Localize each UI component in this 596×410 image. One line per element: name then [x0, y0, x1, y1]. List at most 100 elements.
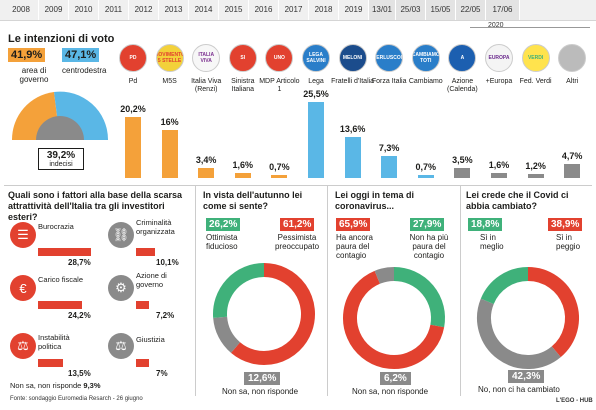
factor-icon: ⛓	[108, 222, 134, 248]
corona-b-label: Non ha più paura del contagio	[409, 233, 449, 260]
donut-segment	[213, 263, 265, 318]
party-logo-icon: UNO	[265, 44, 294, 72]
area-governo-pct: 41,9%	[8, 48, 46, 62]
factor-label: Criminalità organizzata	[136, 218, 175, 236]
party-logo-icon: SI	[228, 44, 257, 72]
factors-nonsa-label: Non sa, non risponde	[10, 381, 82, 390]
party-bar-value: 25,5%	[303, 88, 329, 99]
party-bar-value: 13,6%	[339, 124, 366, 135]
party-name: Forza Italia	[371, 78, 407, 85]
party-bar-value: 1,6%	[488, 160, 510, 171]
autumn-nonsa-label: Non sa, non risponde	[222, 387, 299, 396]
party-name: Pd	[128, 78, 138, 85]
party-bar-value: 4,7%	[561, 150, 583, 161]
timeline-item: 15/05	[426, 0, 456, 20]
covid-a-pct: 18,8%	[468, 218, 503, 231]
timeline-item: 2014	[189, 0, 219, 20]
covid-b-pct: 38,9%	[548, 218, 583, 231]
party-bar	[161, 130, 178, 178]
factor-label: Giustizia	[136, 335, 165, 344]
autumn-b-pct: 61,2%	[280, 218, 315, 231]
timeline-item: 2018	[309, 0, 339, 20]
party-logo-icon: CAMBIAMO TOTI	[411, 44, 440, 72]
factor-bar	[136, 248, 155, 256]
factor-value: 28,7%	[68, 258, 91, 267]
party-name: Altri	[566, 78, 579, 85]
party-bar	[564, 163, 581, 178]
party-bar-value: 0,7%	[415, 162, 437, 172]
factor-value: 7,2%	[156, 311, 175, 320]
party-name: Cambiamo	[408, 78, 443, 85]
covid-a-label: Sì in meglio	[480, 233, 504, 251]
area-governo-label: area di governo	[19, 66, 49, 84]
party-logo-icon: PD	[119, 44, 147, 72]
timeline-item: 17/06	[486, 0, 520, 20]
factor-value: 13,5%	[68, 369, 91, 378]
factors-nonsa-value: 9,3%	[83, 381, 101, 390]
party-bar-value: 3,4%	[195, 154, 217, 165]
timeline-item: 2013	[159, 0, 189, 20]
party-name: Fed. Verdi	[519, 78, 552, 85]
party-bar	[381, 156, 398, 178]
timeline-divider	[470, 27, 590, 28]
factor-icon: ⚙	[108, 275, 134, 301]
factor-value: 7%	[156, 369, 168, 378]
factor-icon: ⚖	[10, 333, 36, 359]
coalition-half-pie	[11, 91, 109, 140]
factor-value: 10,1%	[156, 258, 179, 267]
factor-label: Azione di governo	[136, 271, 167, 289]
voting-title: Le intenzioni di voto	[8, 33, 115, 45]
party-bar-value: 1,2%	[525, 161, 546, 172]
centrodestra-label: centrodestra	[62, 66, 107, 75]
factor-icon: ☰	[10, 222, 36, 248]
timeline-item: 2019	[339, 0, 369, 20]
party-logo-icon: MOVIMENTO 5 STELLE	[155, 44, 184, 72]
donut-segment	[231, 263, 315, 365]
factor-label: Instabilità politica	[38, 333, 70, 351]
party-bar	[491, 173, 507, 178]
donut-segment	[527, 267, 579, 358]
autumn-a-pct: 26,2%	[206, 218, 241, 231]
party-bar	[198, 167, 215, 178]
party-bar	[344, 137, 361, 178]
factor-label: Carico fiscale	[38, 275, 84, 284]
party-bar-value: 20,2%	[120, 104, 146, 115]
factors-nonsa: Non sa, non risponde 9,3%	[10, 381, 101, 391]
donut-segment	[343, 270, 445, 369]
party-bar	[527, 174, 544, 178]
covid-nonsa-pct: 42,3%	[508, 370, 545, 383]
party-bar-value: 16%	[160, 117, 179, 127]
donut-segment	[213, 316, 241, 353]
undecided-label: indecisi	[49, 161, 73, 168]
timeline-item: 13/01	[369, 0, 396, 20]
undecided-pct: 39,2%	[46, 150, 76, 161]
party-name: +Europa	[485, 78, 513, 85]
undecided-box: 39,2% indecisi	[38, 148, 84, 170]
party-bar-value: 0,7%	[269, 162, 290, 172]
party-name: Azione (Calenda)	[447, 78, 478, 93]
party-bar	[234, 173, 251, 178]
donut-segment	[477, 298, 561, 369]
factor-bar	[38, 359, 63, 367]
covid-donut	[477, 267, 579, 369]
party-bar	[417, 175, 434, 178]
party-logo-icon: ITALIA VIVA	[192, 44, 221, 72]
pie-slice-indecisi	[36, 116, 84, 140]
factor-bar	[136, 301, 150, 309]
factor-icon: €	[10, 275, 36, 301]
party-name: Fratelli d'Italia	[331, 78, 375, 85]
party-name: Lega	[308, 78, 324, 85]
party-logo-icon: BERLUSCONI	[375, 44, 404, 72]
panel-divider-2	[327, 186, 328, 396]
timeline-item: 2011	[99, 0, 129, 20]
party-logo-icon: EUROPA	[485, 44, 513, 72]
panel-divider-3	[460, 186, 461, 396]
timeline-year: 2020	[488, 22, 504, 29]
party-logo-icon: VERDI	[521, 44, 550, 72]
party-logo-icon	[558, 44, 587, 72]
covid-nonsa-label: No, non ci ha cambiato	[478, 385, 560, 394]
party-bar	[125, 117, 141, 178]
credit: L'EGO - HUB	[556, 398, 593, 404]
autumn-title: In vista dell'autunno lei come si sente?	[203, 190, 303, 211]
corona-nonsa-pct: 6,2%	[380, 372, 411, 385]
